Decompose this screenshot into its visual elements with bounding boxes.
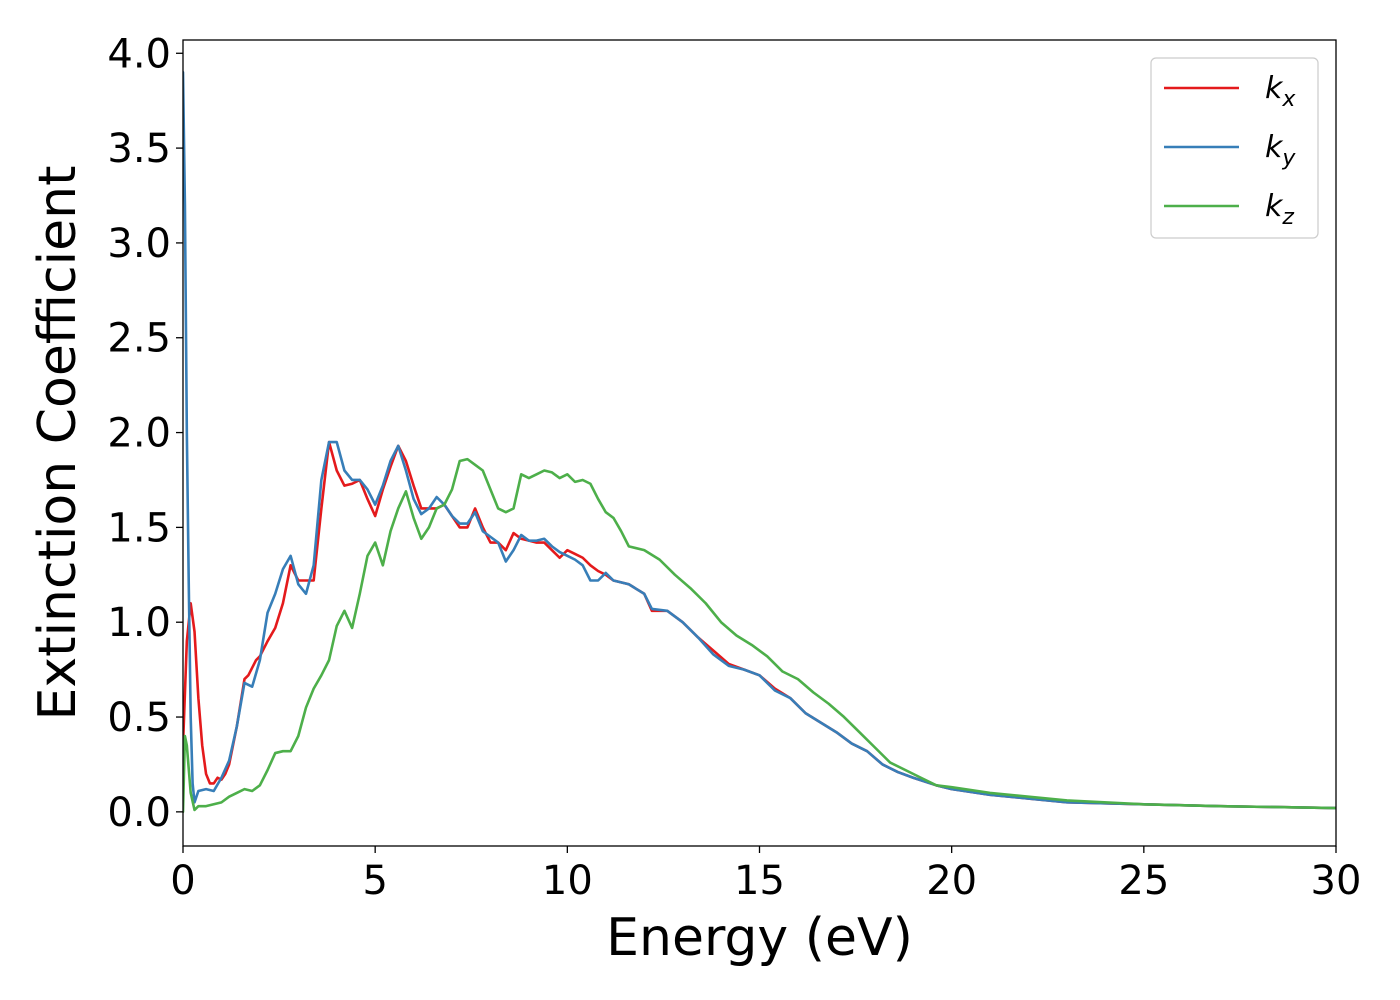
y-tick-label: 3.0 [107, 221, 171, 267]
y-tick-label: 4.0 [107, 31, 171, 77]
y-tick-label: 0.0 [107, 790, 171, 836]
x-tick-label: 15 [734, 858, 785, 904]
x-tick-label: 30 [1311, 858, 1362, 904]
y-tick-label: 3.5 [107, 126, 171, 172]
y-axis-ticks: 0.0 0.5 1.0 1.5 2.0 2.5 3.0 3.5 4.0 [107, 31, 183, 836]
y-tick-label: 1.0 [107, 600, 171, 646]
x-axis-ticks: 0 5 10 15 20 25 30 [170, 846, 1361, 904]
series-line-ky [183, 70, 1336, 810]
legend-entry-kx: kx [1265, 71, 1296, 112]
series-layer [183, 70, 1336, 814]
legend-entry-kz: kz [1265, 189, 1294, 230]
legend-entry-ky: ky [1265, 130, 1296, 171]
x-tick-label: 10 [542, 858, 593, 904]
y-tick-label: 2.5 [107, 316, 171, 362]
y-tick-label: 1.5 [107, 505, 171, 551]
series-line-kz [183, 457, 1336, 814]
x-tick-label: 0 [170, 858, 195, 904]
y-tick-label: 2.0 [107, 411, 171, 457]
x-axis-label: Energy (eV) [606, 908, 913, 968]
y-axis-label: Extinction Coefficient [28, 166, 88, 721]
x-tick-label: 20 [926, 858, 977, 904]
x-tick-label: 25 [1118, 858, 1169, 904]
x-tick-label: 5 [362, 858, 387, 904]
legend: kx ky kz [1150, 57, 1319, 239]
y-tick-label: 0.5 [107, 695, 171, 741]
